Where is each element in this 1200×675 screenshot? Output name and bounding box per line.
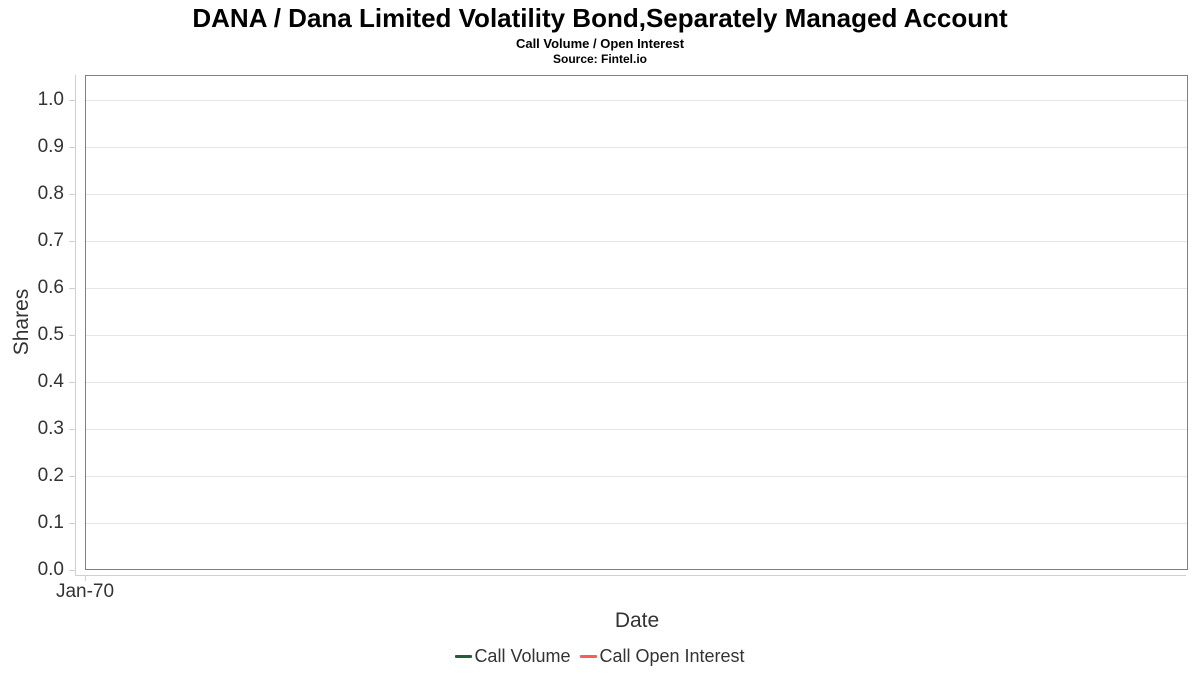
- y-tick-label: 0.2: [37, 465, 64, 487]
- y-tick-label: 0.9: [37, 136, 64, 158]
- y-axis-title: Shares: [10, 288, 33, 356]
- gridline: [86, 476, 1187, 477]
- legend-line-marker-icon: [580, 655, 598, 659]
- legend: Call Volume Call Open Interest: [0, 646, 1200, 668]
- y-tick-mark: [69, 570, 75, 571]
- y-tick-mark: [69, 476, 75, 477]
- y-tick-label: 0.5: [37, 324, 64, 346]
- x-tick-label: Jan-70: [55, 581, 115, 602]
- y-tick-label: 0.3: [37, 418, 64, 440]
- y-tick-mark: [69, 429, 75, 430]
- gridline: [86, 147, 1187, 148]
- x-axis-title: Date: [614, 609, 660, 632]
- legend-item-call-open-interest[interactable]: Call Open Interest: [580, 646, 745, 668]
- gridline: [86, 100, 1187, 101]
- plot-area: [85, 75, 1188, 570]
- y-tick-label: 0.8: [37, 183, 64, 205]
- legend-line-marker-icon: [455, 655, 473, 659]
- gridline: [86, 241, 1187, 242]
- gridline: [86, 523, 1187, 524]
- gridline: [86, 194, 1187, 195]
- y-tick-label: 0.0: [37, 559, 64, 581]
- y-tick-mark: [69, 288, 75, 289]
- legend-label: Call Volume: [474, 646, 571, 666]
- chart-source: Source: Fintel.io: [552, 52, 647, 66]
- y-tick-mark: [69, 194, 75, 195]
- legend-label: Call Open Interest: [599, 646, 745, 666]
- y-tick-label: 0.7: [37, 230, 64, 252]
- chart-title: DANA / Dana Limited Volatility Bond,Sepa…: [192, 3, 1008, 33]
- y-tick-label: 1.0: [37, 89, 64, 111]
- y-axis-line: [75, 75, 76, 576]
- y-tick-mark: [69, 241, 75, 242]
- legend-item-call-volume[interactable]: Call Volume: [455, 646, 570, 668]
- x-tick-mark: [85, 575, 86, 581]
- gridline: [86, 288, 1187, 289]
- y-tick-mark: [69, 382, 75, 383]
- y-tick-label: 0.1: [37, 512, 64, 534]
- gridline: [86, 335, 1187, 336]
- gridline: [86, 429, 1187, 430]
- y-tick-label: 0.6: [37, 277, 64, 299]
- y-tick-mark: [69, 147, 75, 148]
- y-tick-mark: [69, 335, 75, 336]
- x-axis-line: [75, 575, 1186, 576]
- y-tick-label: 0.4: [37, 371, 64, 393]
- chart-subtitle: Call Volume / Open Interest: [515, 36, 685, 51]
- gridline: [86, 382, 1187, 383]
- y-tick-mark: [69, 100, 75, 101]
- y-tick-mark: [69, 523, 75, 524]
